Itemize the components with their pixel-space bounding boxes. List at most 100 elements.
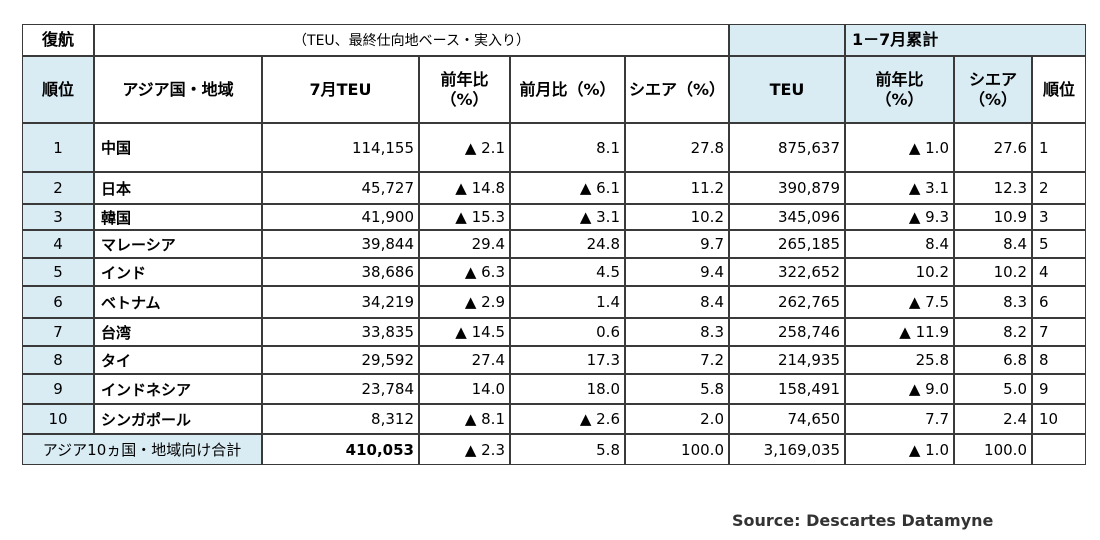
column-header-month-teu: 7月TEU: [262, 56, 419, 123]
table-cell-rank: 10: [22, 404, 94, 434]
table-cell-rank: 4: [22, 230, 94, 258]
table-cell-region: 中国: [94, 123, 262, 172]
table-cell-cum-rank: 2: [1032, 172, 1086, 204]
total-cum-share: 100.0: [954, 434, 1032, 465]
table-cell-cum-yoy: ▲ 9.3: [845, 204, 954, 230]
table-cell-teu: 29,592: [262, 346, 419, 374]
table-cell-cum-share: 10.9: [954, 204, 1032, 230]
total-yoy: ▲ 2.3: [419, 434, 510, 465]
table-cell-mom: ▲ 3.1: [510, 204, 625, 230]
table-cell-cum-share: 2.4: [954, 404, 1032, 434]
column-header-mom: 前月比（%）: [510, 56, 625, 123]
table-cell-rank: 1: [22, 123, 94, 172]
table-cell-teu: 34,219: [262, 286, 419, 318]
table-cell-yoy: 27.4: [419, 346, 510, 374]
total-label: アジア10ヵ国・地域向け合計: [22, 434, 262, 465]
table-cell-cum-teu: 322,652: [729, 258, 845, 286]
table-cell-cum-share: 12.3: [954, 172, 1032, 204]
table-cell-region: 韓国: [94, 204, 262, 230]
table-cell-cum-share: 8.4: [954, 230, 1032, 258]
table-cell-region: 台湾: [94, 318, 262, 346]
table-cell-region: タイ: [94, 346, 262, 374]
table-cell-cum-yoy: ▲ 3.1: [845, 172, 954, 204]
table-cell-mom: 1.4: [510, 286, 625, 318]
table-cell-rank: 3: [22, 204, 94, 230]
table-cell-region: インド: [94, 258, 262, 286]
table-cell-teu: 45,727: [262, 172, 419, 204]
table-cell-yoy: ▲ 6.3: [419, 258, 510, 286]
table-cell-mom: 17.3: [510, 346, 625, 374]
table-cell-cum-teu: 265,185: [729, 230, 845, 258]
cumulative-label: 1－7月累計: [845, 24, 1086, 56]
column-header-cum-rank: 順位: [1032, 56, 1086, 123]
table-cell-cum-yoy: 7.7: [845, 404, 954, 434]
table-cell-cum-share: 8.3: [954, 286, 1032, 318]
table-cell-mom: ▲ 6.1: [510, 172, 625, 204]
table-cell-cum-rank: 8: [1032, 346, 1086, 374]
table-cell-mom: ▲ 2.6: [510, 404, 625, 434]
table-cell-cum-share: 5.0: [954, 374, 1032, 404]
table-cell-cum-share: 10.2: [954, 258, 1032, 286]
table-cell-yoy: 29.4: [419, 230, 510, 258]
table-cell-mom: 4.5: [510, 258, 625, 286]
table-cell-teu: 23,784: [262, 374, 419, 404]
table-cell-yoy: 14.0: [419, 374, 510, 404]
table-cell-cum-rank: 7: [1032, 318, 1086, 346]
table-cell-cum-teu: 390,879: [729, 172, 845, 204]
table-cell-share: 8.4: [625, 286, 729, 318]
table-cell-share: 9.4: [625, 258, 729, 286]
table-cell-cum-teu: 158,491: [729, 374, 845, 404]
column-header-region: アジア国・地域: [94, 56, 262, 123]
table-cell-cum-rank: 9: [1032, 374, 1086, 404]
table-cell-share: 27.8: [625, 123, 729, 172]
table-cell-share: 5.8: [625, 374, 729, 404]
table-cell-cum-rank: 1: [1032, 123, 1086, 172]
table-cell-region: インドネシア: [94, 374, 262, 404]
table-cell-cum-teu: 258,746: [729, 318, 845, 346]
table-cell-cum-teu: 74,650: [729, 404, 845, 434]
table-cell-cum-yoy: 10.2: [845, 258, 954, 286]
table-cell-cum-rank: 3: [1032, 204, 1086, 230]
source-note: Source: Descartes Datamyne: [732, 511, 994, 530]
column-header-rank: 順位: [22, 56, 94, 123]
table-cell-cum-teu: 345,096: [729, 204, 845, 230]
column-header-yoy: 前年比 （%）: [419, 56, 510, 123]
table-cell-share: 7.2: [625, 346, 729, 374]
table-cell-teu: 39,844: [262, 230, 419, 258]
table-cell-cum-share: 27.6: [954, 123, 1032, 172]
column-header-cum-yoy: 前年比 （%）: [845, 56, 954, 123]
table-cell-cum-yoy: 8.4: [845, 230, 954, 258]
table-cell-teu: 8,312: [262, 404, 419, 434]
table-cell-rank: 6: [22, 286, 94, 318]
table-cell-teu: 41,900: [262, 204, 419, 230]
table-cell-cum-share: 6.8: [954, 346, 1032, 374]
total-teu: 410,053: [262, 434, 419, 465]
table-cell-yoy: ▲ 14.5: [419, 318, 510, 346]
table-cell-mom: 18.0: [510, 374, 625, 404]
table-cell-region: ベトナム: [94, 286, 262, 318]
table-cell-cum-yoy: ▲ 11.9: [845, 318, 954, 346]
table-cell-rank: 7: [22, 318, 94, 346]
table-cell-cum-yoy: 25.8: [845, 346, 954, 374]
table-cell-cum-teu: 214,935: [729, 346, 845, 374]
table-cell-mom: 0.6: [510, 318, 625, 346]
table-cell-region: シンガポール: [94, 404, 262, 434]
route-label: 復航: [22, 24, 94, 56]
table-cell-cum-share: 8.2: [954, 318, 1032, 346]
column-header-cum-share: シエア （%）: [954, 56, 1032, 123]
table-cell-cum-teu: 875,637: [729, 123, 845, 172]
total-mom: 5.8: [510, 434, 625, 465]
table-cell-cum-yoy: ▲ 7.5: [845, 286, 954, 318]
total-rank-blank: [1032, 434, 1086, 465]
table-cell-cum-rank: 5: [1032, 230, 1086, 258]
table-cell-region: マレーシア: [94, 230, 262, 258]
table-cell-cum-rank: 10: [1032, 404, 1086, 434]
table-cell-mom: 8.1: [510, 123, 625, 172]
table-cell-teu: 114,155: [262, 123, 419, 172]
cumulative-blank: [729, 24, 845, 56]
table-cell-mom: 24.8: [510, 230, 625, 258]
total-cum-yoy: ▲ 1.0: [845, 434, 954, 465]
table-cell-region: 日本: [94, 172, 262, 204]
unit-note: （TEU、最終仕向地ベース・実入り）: [94, 24, 729, 56]
table-cell-rank: 8: [22, 346, 94, 374]
